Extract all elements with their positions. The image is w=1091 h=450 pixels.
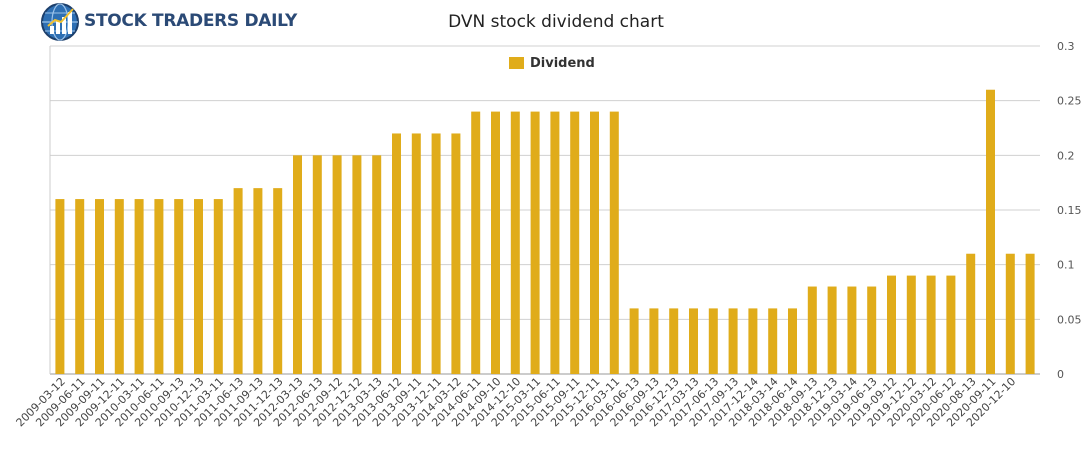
bar[interactable] bbox=[926, 275, 936, 374]
y-tick-label: 0.05 bbox=[1057, 313, 1082, 326]
bar[interactable] bbox=[669, 308, 679, 374]
bar[interactable] bbox=[689, 308, 698, 374]
bar[interactable] bbox=[174, 199, 184, 374]
bar[interactable] bbox=[966, 253, 976, 374]
bar[interactable] bbox=[312, 155, 322, 374]
bar[interactable] bbox=[1005, 253, 1015, 374]
bar[interactable] bbox=[352, 155, 362, 374]
bar[interactable] bbox=[649, 308, 659, 374]
bar[interactable] bbox=[629, 308, 639, 374]
bar[interactable] bbox=[114, 199, 124, 374]
x-tick-labels: 2009-03-122009-06-112009-09-112009-12-11… bbox=[14, 375, 1019, 429]
bar[interactable] bbox=[411, 133, 421, 374]
bar[interactable] bbox=[827, 286, 837, 374]
y-tick-label: 0.2 bbox=[1057, 149, 1075, 162]
bar[interactable] bbox=[1025, 253, 1035, 374]
bar[interactable] bbox=[708, 308, 718, 374]
logo-text: STOCK TRADERS DAILY bbox=[84, 11, 298, 31]
bar[interactable] bbox=[233, 188, 243, 374]
logo-globe-icon bbox=[41, 3, 79, 41]
bar[interactable] bbox=[154, 199, 164, 374]
bar[interactable] bbox=[986, 89, 995, 374]
bar[interactable] bbox=[253, 188, 263, 374]
bar[interactable] bbox=[392, 133, 401, 374]
legend-swatch-dividend bbox=[509, 57, 524, 69]
y-tick-label: 0.3 bbox=[1057, 40, 1075, 53]
bar[interactable] bbox=[530, 111, 540, 374]
bar[interactable] bbox=[609, 111, 619, 374]
bar[interactable] bbox=[867, 286, 877, 374]
y-tick-label: 0.15 bbox=[1057, 204, 1082, 217]
bar[interactable] bbox=[273, 188, 283, 374]
bar[interactable] bbox=[451, 133, 461, 374]
bars bbox=[55, 89, 1035, 374]
bar[interactable] bbox=[788, 308, 797, 374]
bar[interactable] bbox=[807, 286, 817, 374]
chart-title: DVN stock dividend chart bbox=[448, 12, 664, 32]
bar[interactable] bbox=[431, 133, 441, 374]
bar[interactable] bbox=[134, 199, 144, 374]
bar[interactable] bbox=[95, 199, 104, 374]
bar[interactable] bbox=[847, 286, 857, 374]
logo[interactable]: STOCK TRADERS DAILY bbox=[40, 2, 297, 41]
bar[interactable] bbox=[590, 111, 599, 374]
bar[interactable] bbox=[75, 199, 85, 374]
bar[interactable] bbox=[471, 111, 481, 374]
y-tick-labels: 0 0.05 0.1 0.15 0.2 0.25 0.3 bbox=[1057, 40, 1082, 381]
bar[interactable] bbox=[213, 199, 223, 374]
legend-label-dividend: Dividend bbox=[530, 56, 595, 71]
bar[interactable] bbox=[887, 275, 896, 374]
bar[interactable] bbox=[728, 308, 738, 374]
bar[interactable] bbox=[906, 275, 916, 374]
bar[interactable] bbox=[491, 111, 500, 374]
legend[interactable]: Dividend bbox=[509, 56, 595, 71]
bar[interactable] bbox=[550, 111, 560, 374]
bar[interactable] bbox=[55, 199, 65, 374]
y-tick-label: 0 bbox=[1057, 368, 1064, 381]
bar[interactable] bbox=[332, 155, 342, 374]
bar[interactable] bbox=[194, 199, 203, 374]
y-tick-label: 0.25 bbox=[1057, 95, 1082, 108]
bar[interactable] bbox=[748, 308, 758, 374]
y-tick-label: 0.1 bbox=[1057, 259, 1075, 272]
bar[interactable] bbox=[570, 111, 580, 374]
bar[interactable] bbox=[510, 111, 520, 374]
bar[interactable] bbox=[372, 155, 382, 374]
bar[interactable] bbox=[293, 155, 302, 374]
bar[interactable] bbox=[768, 308, 778, 374]
bar[interactable] bbox=[946, 275, 956, 374]
